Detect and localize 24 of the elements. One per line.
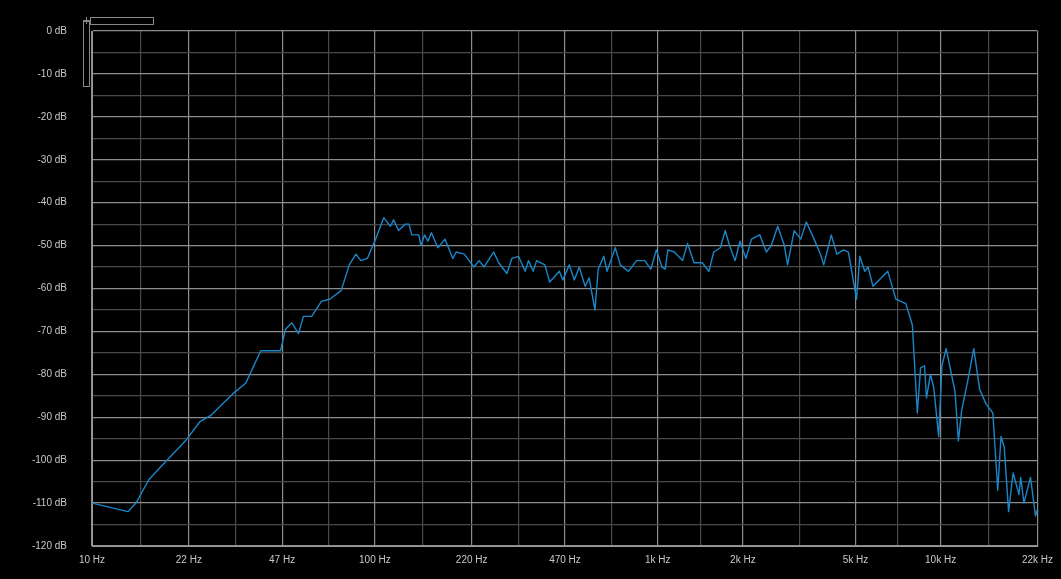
x-tick-label: 220 Hz [455,553,488,565]
y-tick-label: -110 dB [32,496,68,508]
x-tick-label: 1k Hz [644,553,671,565]
y-tick-label: -80 dB [37,368,68,380]
x-tick-label: 100 Hz [359,553,391,565]
y-tick-label: -30 dB [37,153,68,165]
y-tick-label: -100 dB [31,453,68,465]
y-tick-label: -20 dB [37,110,68,122]
x-tick-label: 22k Hz [1021,553,1053,565]
y-tick-label: -90 dB [37,411,68,422]
y-tick-label: -120 dB [31,539,68,551]
y-tick-label: -10 dB [37,67,68,79]
y-tick-label: 0 dB [46,24,68,36]
x-tick-label: 10 Hz [78,553,106,565]
y-tick-label: -50 dB [37,239,68,251]
x-tick-label: 470 Hz [549,553,581,565]
x-tick-label: 47 Hz [269,553,296,565]
x-tick-label: 2k Hz [730,553,756,565]
x-tick-label: 5k Hz [842,553,869,565]
y-tick-label: -40 dB [37,196,68,208]
x-tick-label: 10k Hz [925,553,957,565]
y-tick-label: -70 dB [37,325,68,337]
x-tick-label: 22 Hz [175,553,202,565]
y-tick-label: -60 dB [37,282,68,294]
